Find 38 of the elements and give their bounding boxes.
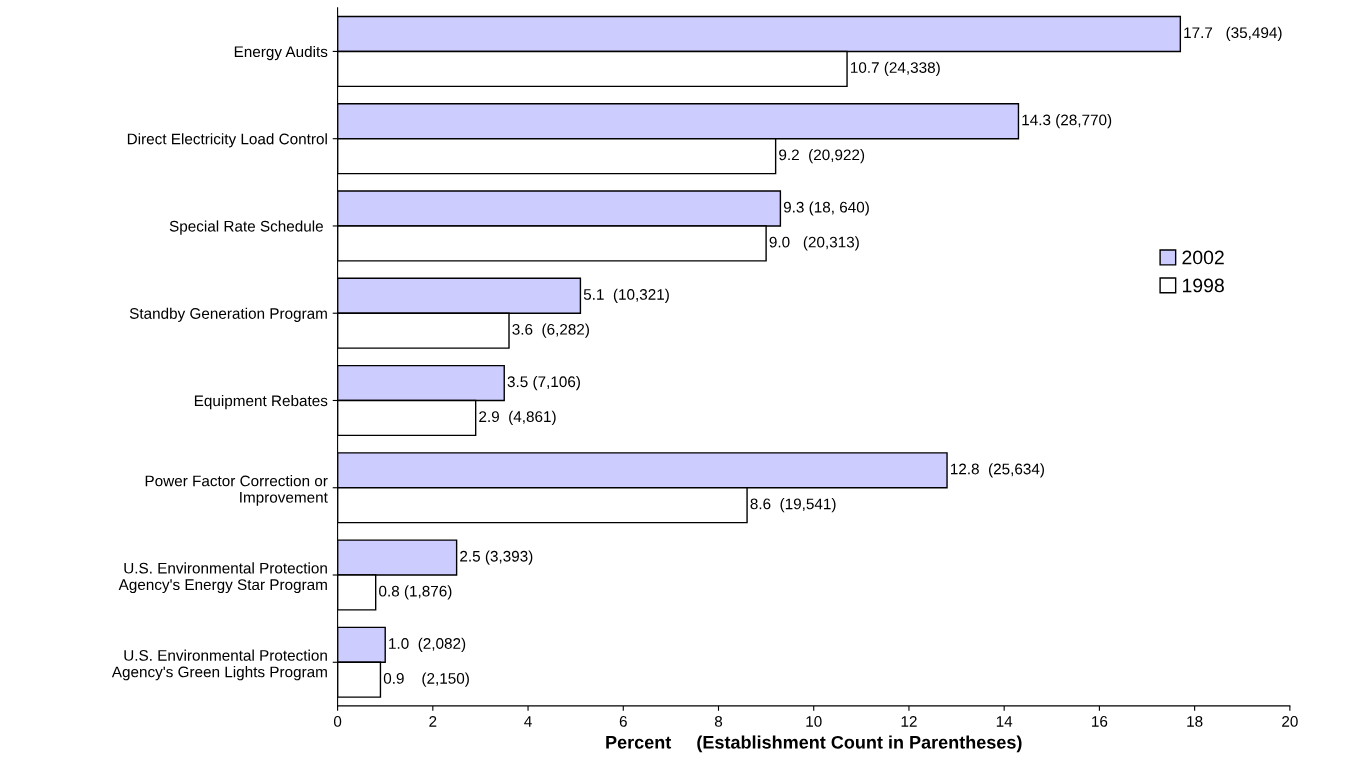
x-tick-label: 12	[901, 716, 917, 727]
y-tick-label: Energy Audits	[234, 45, 328, 61]
legend-label: 2002	[1182, 250, 1224, 265]
data-label: 0.9 (2,150)	[383, 672, 469, 687]
y-tick-label: Equipment Rebates	[194, 394, 328, 410]
data-label: 12.8 (25,634)	[950, 463, 1044, 478]
data-label: 0.8 (1,876)	[379, 585, 452, 600]
y-tick-label: Standby Generation Program	[129, 307, 327, 322]
x-tick-label: 16	[1092, 716, 1108, 727]
x-tick-label: 14	[996, 716, 1013, 727]
legend-label: 1998	[1182, 278, 1224, 293]
x-tick-label: 4	[524, 716, 532, 727]
data-label: 14.3 (28,770)	[1022, 114, 1112, 129]
y-tick-label: Power Factor Correction or Improvement	[145, 475, 328, 506]
y-tick-label: U.S. Environmental Protection Agency's Energy Star Program	[118, 562, 327, 594]
data-label: 8.6 (19,541)	[750, 498, 836, 513]
x-tick-label: 10	[806, 716, 822, 727]
data-label: 9.3 (18, 640)	[783, 201, 869, 216]
data-label: 9.2 (20,922)	[779, 149, 865, 164]
data-label: 2.9 (4,861)	[479, 410, 556, 426]
x-tick-label: 18	[1187, 716, 1203, 727]
x-tick-label: 20	[1282, 716, 1298, 727]
x-axis-title: Percent (Establishment Count in Parentheses)	[606, 735, 1022, 753]
data-label: 3.6 (6,282)	[512, 323, 589, 338]
data-label: 5.1 (10,321)	[583, 288, 669, 303]
data-label: 2.5 (3,393)	[460, 550, 533, 565]
y-tick-label: Direct Electricity Load Control	[127, 133, 327, 148]
data-label: 9.0 (20,313)	[769, 236, 859, 251]
x-tick-label: 8	[714, 716, 723, 727]
data-label: 3.5 (7,106)	[507, 375, 580, 391]
data-label: 10.7 (24,338)	[851, 61, 940, 76]
x-tick-label: 2	[429, 716, 437, 727]
x-tick-label: 0	[333, 716, 342, 727]
x-tick-label: 6	[619, 716, 627, 727]
data-label: 1.0 (2,082)	[389, 637, 466, 652]
y-tick-label: U.S. Environmental Protection Agency's Green Lights Program	[111, 649, 327, 681]
y-tick-label: Special Rate Schedule	[169, 220, 323, 235]
data-label: 17.7 (35,494)	[1184, 26, 1282, 42]
